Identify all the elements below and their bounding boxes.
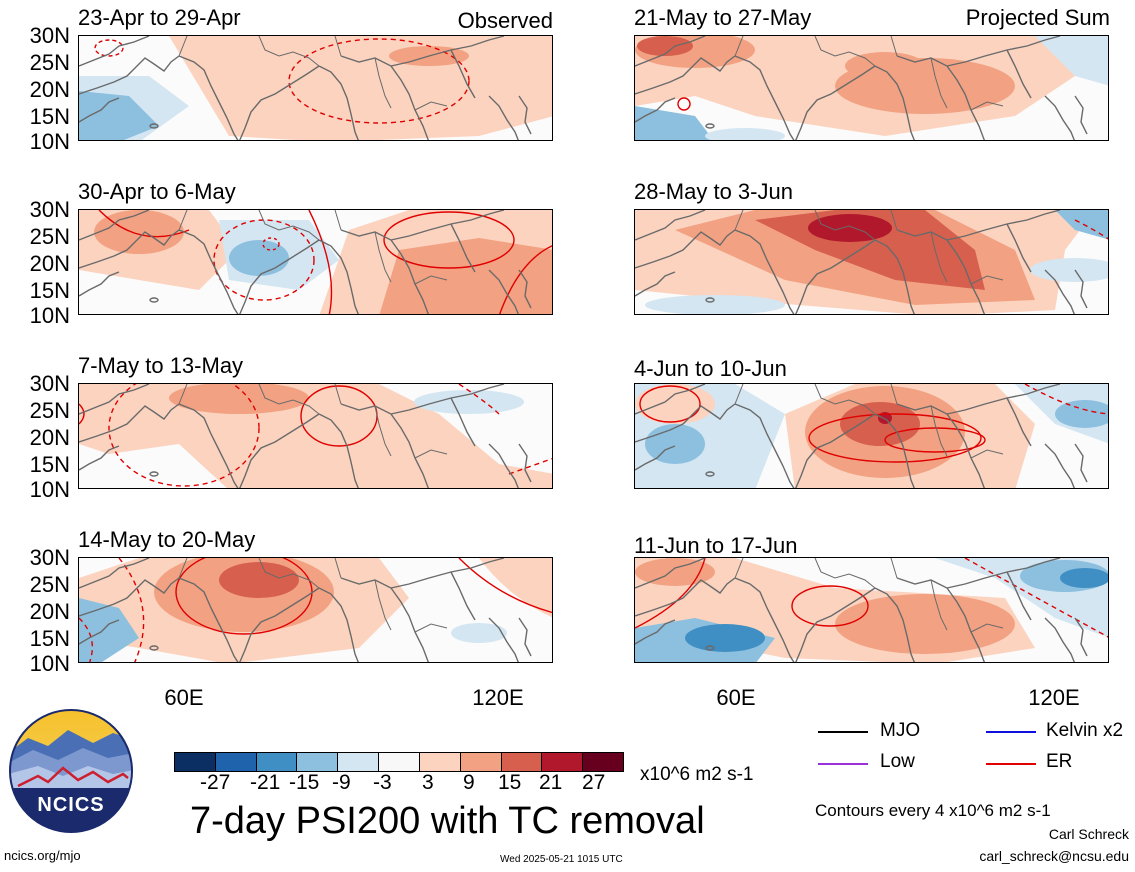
- map-panel-right-3: [634, 383, 1109, 489]
- lat-label: 20N: [29, 425, 70, 450]
- colorbar-swatch: [418, 753, 460, 771]
- lat-label: 25N: [29, 50, 70, 75]
- lon-label-left-120e: 120E: [472, 685, 524, 710]
- colorbar-swatch: [175, 753, 215, 771]
- colorbar-tick: -27: [200, 771, 231, 794]
- map-panel-left-1: [78, 35, 553, 141]
- colorbar-swatch: [582, 753, 623, 771]
- panel-title-right-2: 28-May to 3-Jun: [634, 179, 793, 204]
- colorbar-ticks: -27 -21 -15 -9 -3 3 9 15 21 27: [174, 772, 624, 796]
- colorbar-swatch: [296, 753, 338, 771]
- panel-title-right-3: 4-Jun to 10-Jun: [634, 356, 787, 381]
- lat-label: 20N: [29, 251, 70, 276]
- map-panel-right-4: [634, 557, 1109, 663]
- legend-line-kelvin: [986, 731, 1036, 733]
- lat-label: 15N: [29, 452, 70, 477]
- lon-label-right-120e: 120E: [1028, 685, 1080, 710]
- lat-label: 15N: [29, 626, 70, 651]
- lat-label: 10N: [29, 303, 70, 328]
- panel-label-projected-sum: Projected Sum: [965, 5, 1110, 30]
- colorbar-swatch: [541, 753, 583, 771]
- legend-label-er: ER: [1046, 751, 1073, 772]
- panel-title-right-1: 21-May to 27-May: [634, 5, 812, 30]
- map-panel-left-2: [78, 209, 553, 315]
- lat-label: 30N: [29, 23, 70, 48]
- lat-label: 30N: [29, 197, 70, 222]
- logo-text: NCICS: [37, 794, 105, 816]
- legend-label-low: Low: [880, 751, 915, 772]
- colorbar-swatch: [500, 753, 542, 771]
- colorbar-swatch: [378, 753, 419, 771]
- author-email: carl_schreck@ncsu.edu: [979, 848, 1129, 864]
- colorbar-tick: 21: [539, 771, 563, 794]
- panel-title-left-3: 7-May to 13-May: [78, 353, 244, 378]
- colorbar-swatch: [459, 753, 501, 771]
- lat-label: 15N: [29, 104, 70, 129]
- colorbar-tick: 27: [582, 771, 606, 794]
- colorbar-swatch: [255, 753, 297, 771]
- colorbar: [174, 752, 624, 772]
- ncics-logo: NCICS: [8, 708, 134, 834]
- source-url[interactable]: ncics.org/mjo: [4, 848, 81, 863]
- lat-label: 20N: [29, 599, 70, 624]
- panel-title-left-4: 14-May to 20-May: [78, 527, 256, 552]
- lat-label: 30N: [29, 545, 70, 570]
- colorbar-swatch: [214, 753, 256, 771]
- lat-label: 30N: [29, 371, 70, 396]
- colorbar-tick: 3: [422, 771, 434, 794]
- timestamp: Wed 2025-05-21 1015 UTC: [500, 854, 623, 865]
- panel-title-right-4: 11-Jun to 17-Jun: [634, 533, 798, 558]
- panel-label-observed: Observed: [457, 8, 553, 33]
- map-panel-left-3: [78, 383, 553, 489]
- lat-label: 25N: [29, 224, 70, 249]
- lat-label: 25N: [29, 572, 70, 597]
- legend-label-mjo: MJO: [880, 720, 921, 741]
- lat-label: 20N: [29, 77, 70, 102]
- lat-label: 10N: [29, 477, 70, 502]
- lon-label-right-60e: 60E: [716, 685, 756, 710]
- panel-title-left-2: 30-Apr to 6-May: [78, 179, 236, 204]
- colorbar-swatch: [337, 753, 379, 771]
- colorbar-tick: 9: [463, 771, 475, 794]
- colorbar-tick: -15: [289, 771, 320, 794]
- map-panel-right-2: [634, 209, 1109, 315]
- colorbar-tick: -3: [373, 771, 392, 794]
- lon-label-left-60e: 60E: [164, 685, 204, 710]
- panel-title-left-1: 23-Apr to 29-Apr: [78, 5, 241, 30]
- legend-label-kelvin: Kelvin x2: [1046, 720, 1124, 741]
- colorbar-tick: 15: [498, 771, 522, 794]
- map-panel-left-4: [78, 557, 553, 663]
- author-name: Carl Schreck: [1048, 826, 1129, 842]
- map-panel-right-1: [634, 35, 1109, 141]
- lat-label: 10N: [29, 651, 70, 676]
- legend-line-mjo: [818, 731, 868, 733]
- main-title: 7-day PSI200 with TC removal: [190, 800, 705, 842]
- colorbar-units: x10^6 m2 s-1: [640, 764, 754, 785]
- contour-note: Contours every 4 x10^6 m2 s-1: [815, 801, 1051, 820]
- legend-line-low: [818, 763, 868, 765]
- lat-label: 10N: [29, 129, 70, 154]
- legend-line-er: [986, 763, 1036, 765]
- lat-label: 15N: [29, 278, 70, 303]
- lat-label: 25N: [29, 398, 70, 423]
- colorbar-tick: -9: [332, 771, 351, 794]
- colorbar-tick: -21: [250, 771, 281, 794]
